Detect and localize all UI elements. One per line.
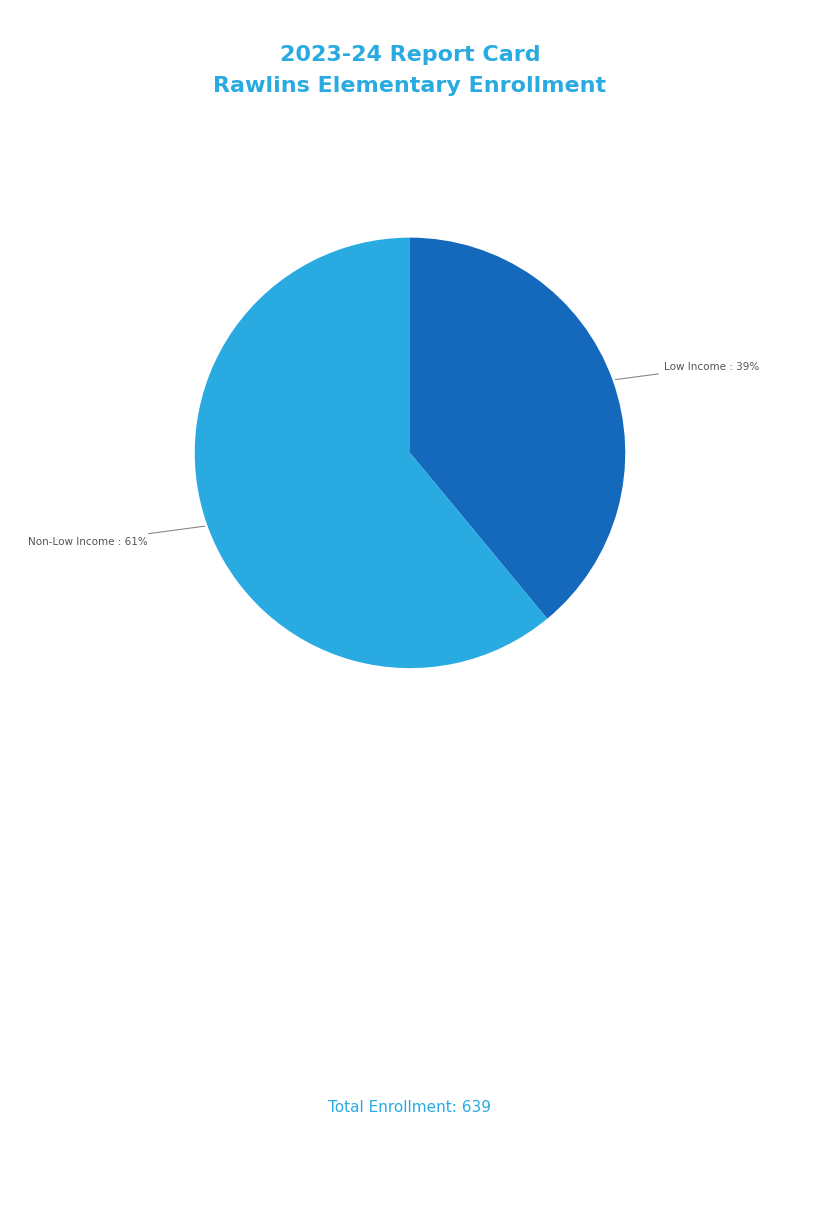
Wedge shape [410, 237, 624, 619]
Text: Rawlins Elementary Enrollment: Rawlins Elementary Enrollment [213, 76, 606, 95]
Text: 2023-24 Report Card: 2023-24 Report Card [279, 45, 540, 65]
Text: Low Income : 39%: Low Income : 39% [614, 362, 758, 379]
Text: Non-Low Income : 61%: Non-Low Income : 61% [28, 526, 205, 547]
Text: Total Enrollment: 639: Total Enrollment: 639 [328, 1100, 491, 1115]
Wedge shape [195, 237, 546, 668]
